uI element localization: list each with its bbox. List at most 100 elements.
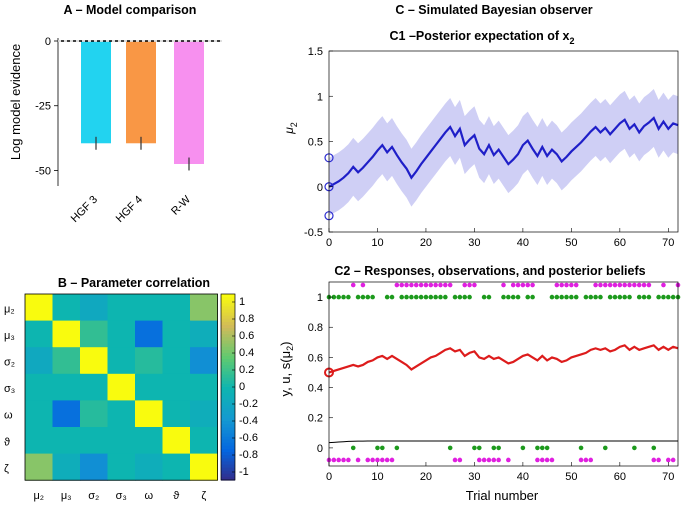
input-u-point: [510, 294, 516, 300]
x-tick-label: 10: [371, 471, 383, 483]
y-tick-label: 0.6: [308, 352, 323, 364]
heatmap-cell: [107, 347, 136, 375]
input-u-point: [641, 294, 647, 300]
posterior-uncertainty-band: [329, 89, 678, 216]
input-u-point: [365, 294, 371, 300]
input-u-point: [423, 294, 429, 300]
response-y-point: [535, 457, 540, 463]
colorbar-segment: [221, 452, 235, 456]
response-y-point: [413, 282, 419, 288]
heatmap-cell: [80, 294, 108, 322]
row-label: μ₂: [4, 303, 15, 315]
input-u-point: [588, 294, 594, 300]
colorbar-segment: [221, 303, 235, 307]
panel-b-title: B – Parameter correlation: [58, 276, 210, 290]
x-tick-label: 10: [371, 237, 383, 249]
colorbar-segment: [221, 377, 235, 382]
row-label: σ₃: [4, 383, 15, 395]
panel-a-title: A – Model comparison: [64, 3, 197, 17]
response-y-point: [457, 457, 463, 463]
heatmap-cell: [135, 453, 163, 481]
colorbar-segment: [221, 449, 235, 453]
input-u-point: [389, 294, 395, 300]
heatmap-cell: [52, 373, 81, 401]
heatmap-cell: [162, 427, 191, 455]
colorbar-segment: [221, 442, 235, 447]
response-y-point: [404, 282, 409, 288]
response-y-point: [355, 457, 361, 463]
input-u-point: [670, 294, 676, 300]
x-tick-label: HGF 3: [69, 194, 100, 225]
heatmap-cell: [80, 427, 108, 455]
heatmap-cell: [52, 320, 81, 348]
heatmap-cell: [25, 320, 53, 348]
y-tick-label: -50: [35, 165, 51, 177]
input-u-point: [598, 294, 603, 300]
response-y-point: [346, 457, 351, 463]
heatmap-cell: [80, 373, 108, 401]
colorbar-segment: [221, 390, 235, 394]
heatmap-cell: [135, 294, 163, 322]
input-u-point: [418, 294, 424, 300]
input-u-point: [452, 294, 458, 300]
heatmap-cell: [107, 453, 136, 481]
input-u-point: [583, 294, 589, 300]
column-label: ω: [144, 490, 153, 502]
response-y-point: [389, 457, 395, 463]
heatmap-cell: [80, 453, 108, 481]
input-u-point: [428, 294, 434, 300]
response-y-point: [447, 282, 453, 288]
response-y-point: [375, 457, 380, 463]
heatmap-cell: [190, 400, 218, 428]
response-y-point: [476, 457, 482, 463]
colorbar-segment: [221, 328, 235, 332]
colorbar-tick-label: 0.4: [239, 347, 254, 359]
input-u-point: [627, 294, 632, 300]
colorbar-segment: [221, 473, 235, 478]
input-u-point: [467, 294, 472, 300]
response-y-point: [636, 282, 642, 288]
colorbar-tick-label: 0.6: [239, 330, 254, 342]
response-y-point: [612, 282, 618, 288]
input-u-point: [636, 294, 642, 300]
input-u-point: [525, 294, 531, 300]
heatmap-cell: [25, 453, 53, 481]
response-y-point: [418, 282, 424, 288]
response-y-point: [607, 282, 613, 288]
y-tick-label: 0.8: [308, 322, 323, 334]
response-y-point: [651, 457, 657, 463]
column-label: μ₂: [33, 490, 44, 502]
heatmap-cell: [162, 453, 191, 481]
input-u-point: [607, 294, 613, 300]
response-y-point: [428, 282, 434, 288]
heatmap-cell: [25, 400, 53, 428]
input-u-point: [564, 294, 569, 300]
response-y-point: [501, 282, 506, 288]
response-y-point: [360, 282, 366, 288]
heatmap-cell: [135, 320, 163, 348]
input-u-point: [462, 294, 468, 300]
response-y-point: [423, 282, 429, 288]
heatmap-cell: [162, 347, 191, 375]
c2-frame: [328, 281, 679, 467]
heatmap-cell: [190, 373, 218, 401]
input-u-point: [380, 445, 385, 451]
column-label: μ₃: [61, 490, 72, 502]
response-y-point: [544, 457, 550, 463]
input-u-point: [661, 294, 666, 300]
response-y-point: [336, 457, 341, 463]
response-y-point: [641, 282, 647, 288]
colorbar-segment: [221, 368, 235, 373]
input-u-point: [515, 294, 521, 300]
colorbar-segment: [221, 340, 235, 345]
input-u-point: [617, 294, 623, 300]
heatmap-cell: [135, 373, 163, 401]
colorbar-segment: [221, 356, 235, 360]
input-u-point: [506, 294, 511, 300]
input-u-point: [612, 294, 618, 300]
panel-c-title: C – Simulated Bayesian observer: [395, 3, 592, 17]
response-y-point: [467, 282, 472, 288]
input-u-point: [549, 294, 555, 300]
input-u-point: [399, 294, 405, 300]
bar-2: [174, 41, 204, 164]
